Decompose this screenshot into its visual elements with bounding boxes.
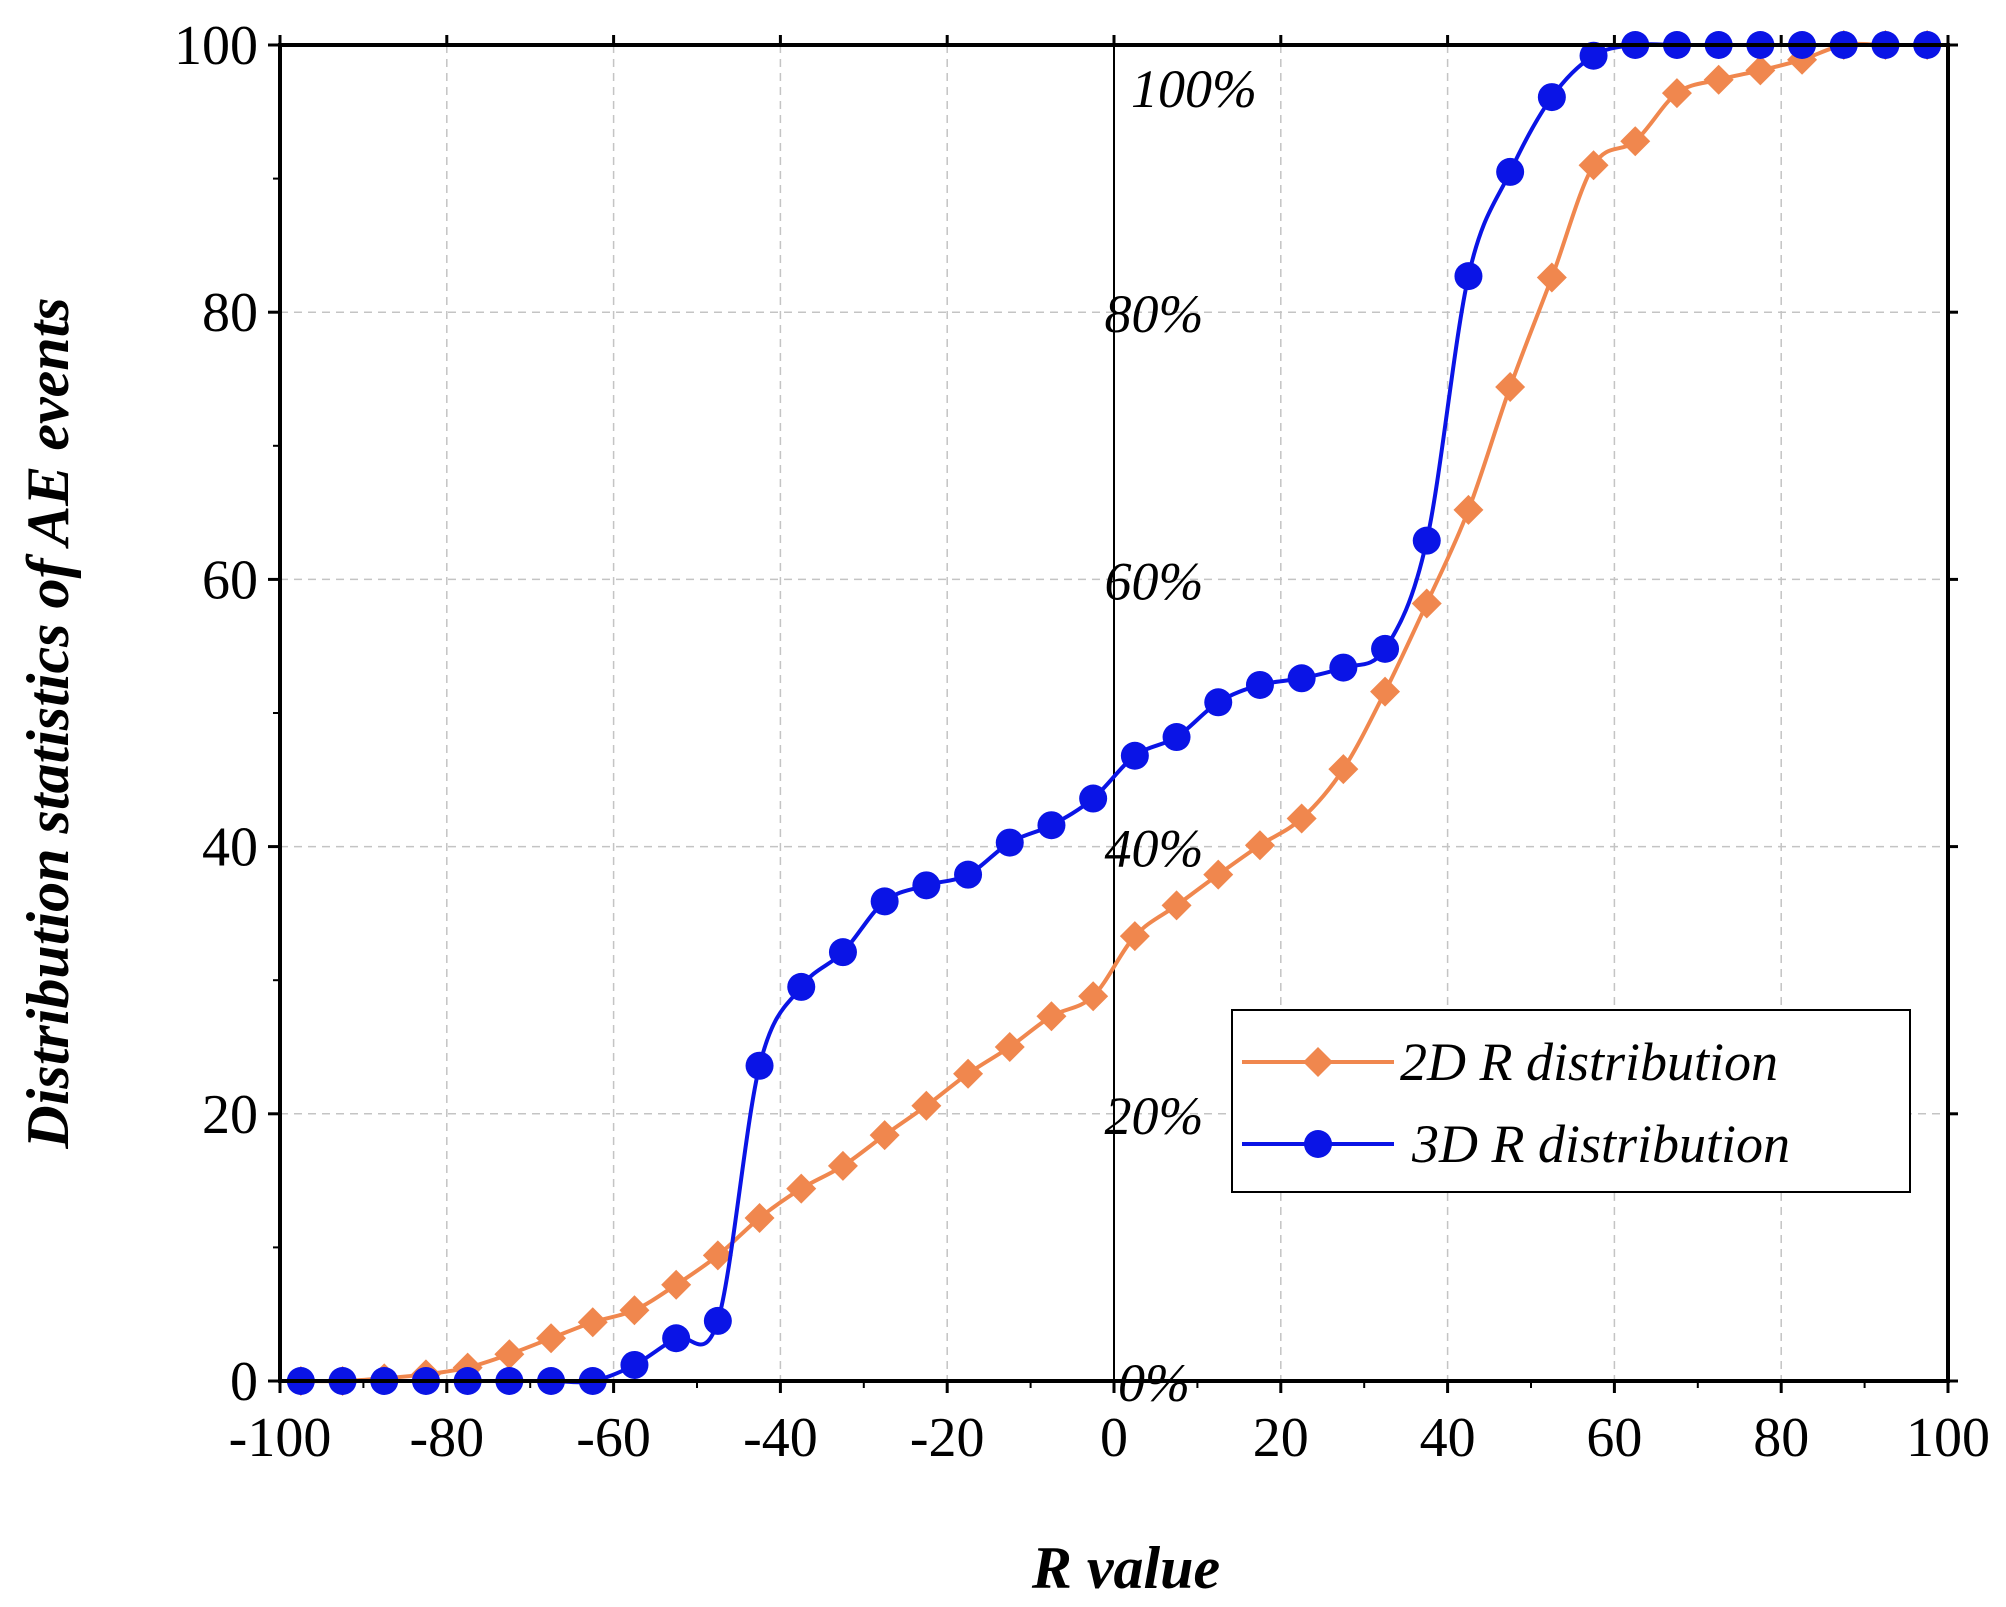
data-point: [619, 1295, 650, 1326]
data-point: [577, 1307, 608, 1338]
data-point: [1120, 741, 1149, 770]
data-point: [994, 1032, 1025, 1062]
legend-entry: 3D R distribution: [1242, 1114, 1790, 1174]
data-point: [1454, 262, 1483, 291]
x-axis-title: R value: [1031, 1535, 1220, 1601]
legend-marker: [1304, 1130, 1332, 1158]
percent-label: 40%: [1105, 819, 1204, 879]
percent-label: 80%: [1105, 284, 1204, 344]
legend-entry: 2D R distribution: [1242, 1032, 1778, 1092]
percent-label: 100%: [1131, 59, 1257, 119]
data-point: [1411, 588, 1442, 619]
data-point: [1703, 64, 1734, 95]
data-point: [911, 1090, 942, 1121]
percent-label: 20%: [1105, 1086, 1204, 1146]
x-tick-label: 0: [1100, 1407, 1128, 1469]
x-tick-label: 100: [1906, 1407, 1990, 1469]
data-point: [1204, 688, 1233, 717]
y-tick-label: 100: [174, 15, 258, 77]
data-point: [1036, 1001, 1067, 1032]
data-point: [1620, 126, 1651, 157]
data-point: [912, 871, 941, 900]
x-tick-label: -60: [576, 1407, 651, 1469]
y-tick-label: 40: [202, 817, 258, 879]
percent-label: 60%: [1105, 551, 1204, 611]
data-point: [954, 860, 983, 889]
data-point: [1037, 811, 1066, 840]
legend-label: 3D R distribution: [1411, 1114, 1790, 1174]
legend-box: [1231, 1009, 1911, 1193]
data-point: [1578, 150, 1609, 181]
data-point: [1119, 921, 1150, 952]
data-point: [1661, 78, 1692, 109]
data-point: [1453, 494, 1484, 525]
x-tick-label: 80: [1753, 1407, 1809, 1469]
data-point: [620, 1350, 649, 1379]
data-point: [536, 1323, 567, 1354]
data-point: [703, 1306, 732, 1335]
data-point: [1078, 981, 1109, 1012]
legend: 2D R distribution 3D R distribution: [1231, 1009, 1911, 1193]
data-point: [870, 887, 899, 916]
data-point: [1537, 83, 1566, 112]
x-tick-label: -40: [743, 1407, 818, 1469]
y-tick-label: 0: [230, 1351, 258, 1413]
x-tick-label: 40: [1420, 1407, 1476, 1469]
data-point: [1329, 653, 1358, 682]
data-point: [1287, 664, 1316, 693]
legend-marker: [1303, 1047, 1333, 1077]
x-tick-label: -20: [910, 1407, 985, 1469]
data-point: [662, 1324, 691, 1353]
data-point: [1245, 670, 1274, 699]
data-point: [1286, 803, 1317, 834]
data-point: [786, 1173, 817, 1204]
data-point: [1079, 784, 1108, 813]
data-point: [787, 972, 816, 1001]
data-point: [1161, 890, 1192, 921]
y-tick-label: 80: [202, 282, 258, 344]
data-point: [995, 828, 1024, 857]
legend-label: 2D R distribution: [1400, 1032, 1778, 1092]
data-point: [1370, 676, 1401, 707]
y-axis-title: Distribution statistics of AE events: [15, 297, 81, 1149]
data-point: [1579, 41, 1608, 70]
data-point: [1745, 55, 1776, 86]
x-tick-label: 20: [1253, 1407, 1309, 1469]
data-point: [1495, 372, 1526, 403]
x-tick-label: -80: [409, 1407, 484, 1469]
x-tick-label: -100: [229, 1407, 332, 1469]
data-point: [828, 938, 857, 967]
percent-axis: 0%20%40%60%80%100%: [1105, 45, 1257, 1413]
data-point: [1162, 723, 1191, 752]
y-tick-label: 20: [202, 1084, 258, 1146]
data-point: [1244, 830, 1275, 861]
data-point: [744, 1203, 775, 1234]
data-point: [494, 1339, 525, 1370]
data-point: [869, 1120, 900, 1151]
x-tick-label: 60: [1586, 1407, 1642, 1469]
y-tick-label: 60: [202, 549, 258, 611]
data-point: [1412, 526, 1441, 555]
data-point: [1496, 157, 1525, 186]
data-point: [1328, 754, 1359, 785]
data-point: [1203, 859, 1234, 890]
axis-ticks: -100 -80 -60 -40 -20 0 20 40 60 80 100 0 20 40 60 80 100: [174, 15, 1990, 1469]
data-point: [1371, 634, 1400, 663]
data-point: [1536, 262, 1567, 293]
series-2d: [285, 30, 1943, 1396]
data-point: [953, 1058, 984, 1089]
data-point: [661, 1269, 692, 1300]
data-point: [745, 1051, 774, 1080]
data-point: [702, 1240, 733, 1271]
data-point: [827, 1150, 858, 1181]
